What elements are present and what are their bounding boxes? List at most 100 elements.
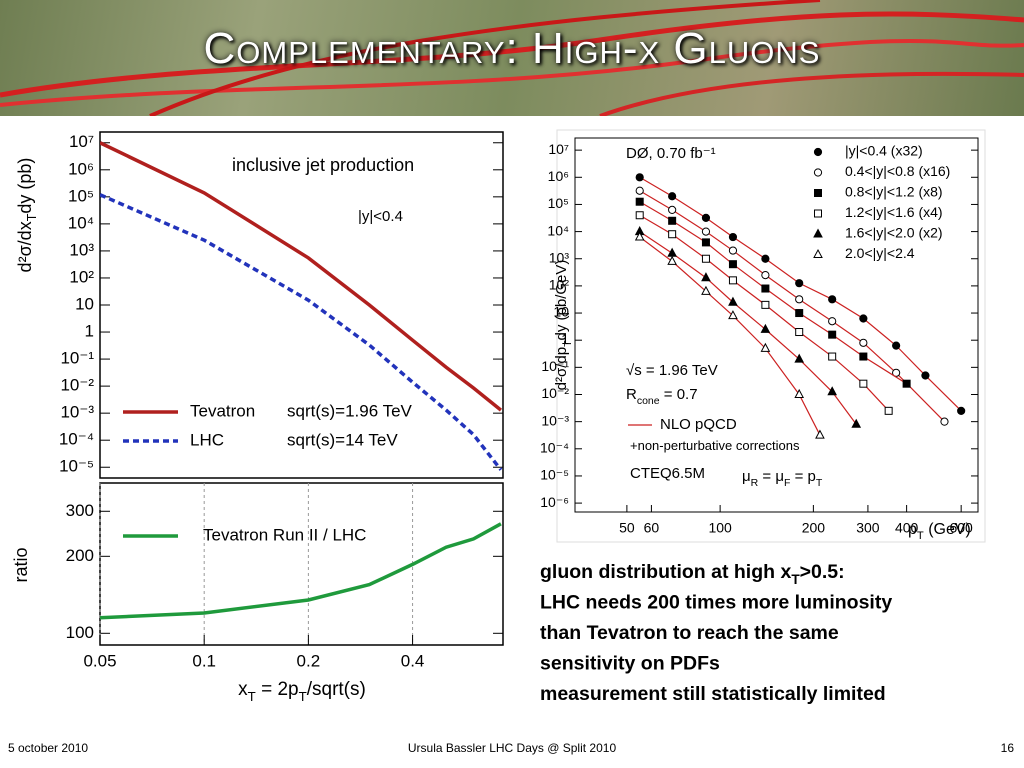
y-tick-label: 10⁻² (60, 376, 94, 395)
note-line-part: gluon distribution at high x (540, 561, 791, 583)
data-point (701, 213, 711, 222)
line-series (100, 522, 502, 620)
x-tick-label: 50 (619, 520, 635, 536)
note-line-part: measurement still statistically limited (540, 683, 886, 705)
annotation-part: R (626, 386, 637, 403)
data-point (761, 300, 770, 309)
data-point (668, 216, 677, 225)
y-axis-label-part: ratio (11, 547, 31, 582)
y-tick-label: 1 (85, 322, 94, 341)
data-point (635, 173, 644, 182)
banner-line (599, 71, 1024, 116)
annotation: Rcone = 0.7 (626, 386, 698, 407)
banner-art (0, 0, 1024, 116)
annotation-part: |y|<0.4 (358, 208, 403, 225)
annotation-part: F (784, 477, 790, 489)
y-tick-label: 10⁻⁴ (540, 439, 569, 455)
theory-curve (639, 231, 857, 425)
y-tick-label: 10 (553, 304, 569, 320)
data-point (728, 296, 738, 306)
annotation-part: DØ, 0.70 fb⁻¹ (626, 145, 716, 162)
y-tick-label: 10³ (69, 240, 94, 259)
annotation-part: cone (637, 395, 660, 407)
annotation: NLO pQCD (660, 416, 737, 433)
annotation-part: = μ (758, 468, 784, 485)
data-point (815, 429, 825, 439)
footer-event: Ursula Bassler LHC Days @ Split 2010 (408, 741, 617, 755)
x-tick-label: 200 (802, 520, 826, 536)
y-tick-label: 10⁵ (68, 186, 94, 205)
x-tick-label: 0.2 (297, 651, 321, 670)
data-point (794, 388, 805, 398)
banner-line (149, 0, 821, 116)
data-point (701, 272, 711, 282)
y-tick-label: 10⁻³ (60, 403, 94, 422)
y-tick-label: 10⁷ (548, 141, 569, 157)
legend-label: 1.2<|y|<1.6 (x4) (845, 204, 943, 220)
data-point (701, 285, 711, 295)
annotation-part: inclusive jet production (232, 155, 414, 175)
note-line: sensitivity on PDFs (540, 653, 720, 675)
x-axis-label: xT = 2pT/sqrt(s) (238, 679, 366, 704)
data-point (795, 328, 804, 337)
x-axis-label-part: T (917, 530, 924, 542)
note-line: measurement still statistically limited (540, 683, 886, 705)
x-axis-label-part: (GeV) (924, 521, 971, 538)
legend-label: Tevatron Run II / LHC (203, 525, 366, 544)
line-series (100, 193, 503, 471)
data-point (761, 284, 770, 293)
annotation: √s = 1.96 TeV (626, 362, 718, 379)
legend-label: 1.6<|y|<2.0 (x2) (845, 225, 943, 241)
y-axis-label: d²σ/dxTdy (pb) (15, 158, 40, 273)
annotation-part: R (751, 477, 759, 489)
data-point (859, 338, 868, 347)
y-tick-label: 10⁻¹ (60, 349, 94, 368)
data-point (668, 205, 677, 214)
x-tick-label: 300 (856, 520, 880, 536)
plot-frame (99, 131, 504, 479)
data-point (701, 238, 710, 247)
data-point (728, 232, 738, 242)
data-point (634, 231, 645, 241)
data-point (892, 341, 901, 350)
x-tick-label: 100 (708, 520, 732, 536)
note-line: gluon distribution at high xT>0.5: (540, 561, 845, 587)
data-point (701, 227, 711, 236)
y-tick-label: 10⁴ (68, 213, 94, 232)
data-point (668, 192, 677, 201)
data-point (902, 379, 911, 388)
x-axis-label-part: x (238, 679, 248, 700)
data-point (795, 279, 804, 288)
data-point (728, 246, 738, 255)
x-tick-label: 0.1 (192, 651, 216, 670)
data-point (635, 211, 644, 220)
annotation-part: CTEQ6.5M (630, 465, 705, 482)
y-tick-label: 10⁻⁴ (59, 430, 94, 449)
y-tick-label: 300 (66, 501, 94, 520)
annotation: CTEQ6.5M (630, 465, 705, 482)
y-tick-label: 10⁻³ (541, 412, 569, 428)
annotation: inclusive jet production (232, 155, 414, 175)
x-tick-label: 0.4 (401, 651, 425, 670)
y-axis-label-part: dy (pb/GeV) (553, 260, 570, 341)
annotation-part: = p (790, 468, 815, 485)
y-axis-label-part: dy (pb) (15, 158, 35, 214)
plot-frame (99, 482, 504, 646)
note-line: LHC needs 200 times more luminosity (540, 592, 892, 614)
annotation-part: T (816, 477, 823, 489)
legend-label: |y|<0.4 (x32) (845, 143, 923, 159)
annotation: DØ, 0.70 fb⁻¹ (626, 145, 716, 162)
y-axis-label-part: d²σ/dx (15, 221, 35, 272)
y-tick-label: 10⁶ (68, 159, 94, 178)
legend-marker (814, 189, 822, 197)
y-tick-label: 10⁻⁵ (59, 457, 94, 476)
legend-marker (813, 248, 823, 258)
line-series (100, 141, 503, 412)
x-axis-label-part: = 2p (256, 679, 299, 700)
annotation-part: √s = 1.96 TeV (626, 362, 718, 379)
legend-marker (813, 228, 823, 238)
data-point (940, 417, 949, 426)
annotation-part: +non-perturbative corrections (630, 438, 800, 453)
